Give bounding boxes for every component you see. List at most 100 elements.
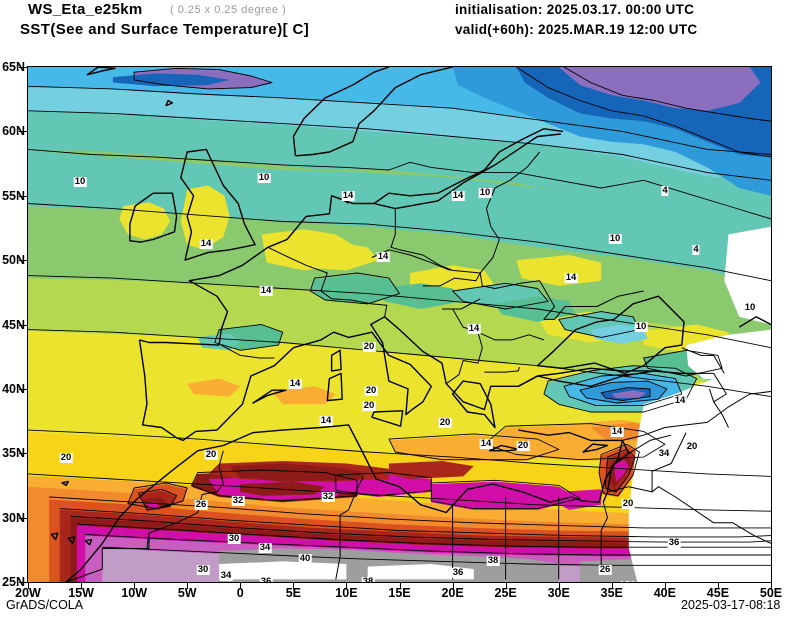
initialisation-time: initialisation: 2025.03.17. 00:00 UTC [455,2,695,17]
y-tick-label: 35N [2,446,25,461]
sst-plot-area: 10 10 14 14 14 14 10 4 10 4 10 10 14 14 20 14 20 20 14 20 14… [27,66,772,583]
contour-label: 4 [661,185,669,196]
contour-label: 34 [657,448,671,459]
contour-label: 32 [231,495,245,506]
algeria-34b [240,481,326,496]
contour-label: 14 [259,285,273,296]
temperature-bands [28,67,771,582]
contour-line [133,67,273,90]
contour-label: 14 [610,426,624,437]
contour-label: 34 [219,570,233,581]
x-tick-mark [134,583,136,589]
coastline [536,295,685,375]
x-tick-mark [452,583,454,589]
y-tick-label: 40N [2,381,25,396]
x-tick-label: 5W [177,586,197,600]
contour-label: 4 [692,244,700,255]
coastline [738,316,771,328]
coastline [451,380,496,429]
levant-36 [613,459,629,482]
coastline [65,499,137,582]
contour-label: 20 [204,449,218,460]
country-border [713,401,729,428]
contour-label: 14 [479,438,493,449]
contour-label: 34 [258,542,272,553]
x-tick-label: 0 [236,586,244,600]
x-tick-label: 45E [706,586,730,600]
contour-line [579,380,668,404]
coastline [50,532,59,541]
contour-line [28,203,771,282]
contour-label: 32 [321,491,335,502]
x-tick-label: 35E [600,586,623,600]
country-border [422,272,481,287]
contour-line [600,387,651,401]
country-border [267,246,388,317]
contour-label: 10 [634,321,648,332]
y-tick-mark [19,131,27,133]
patch-26-tyrrh [272,386,336,405]
contour-label: 10 [608,233,622,244]
y-tick-label: 60N [2,124,25,139]
country-border [479,151,540,274]
coastline-overlay [50,67,771,582]
valid-time: valid(+60h): 2025.MAR.19 12:00 UTC [455,22,698,37]
contour-label: 14 [673,395,687,406]
country-border [600,502,608,575]
contour-line [127,482,188,510]
contour-label: 10 [257,172,271,183]
contour-label: 36 [667,537,681,548]
contour-line [85,533,771,556]
contour-label: 30 [196,564,210,575]
contour-line [137,488,178,511]
contour-line [76,523,771,548]
patch-4-scandinavia [112,73,230,87]
contour-label: 14 [288,378,302,389]
coastline [330,349,342,372]
contour-line [28,110,771,181]
y-tick-label: 45N [2,317,25,332]
x-tick-label: 20W [15,586,41,600]
contour-label: 20 [621,498,635,509]
coastline [371,410,404,427]
contour-label: 14 [376,251,390,262]
coastline [373,128,564,205]
nodata-caspian-e [686,329,771,382]
patch-14-carpath [378,283,464,309]
contour-label: 20 [362,341,376,352]
contour-label: 26 [598,564,612,575]
x-tick-mark [611,583,613,589]
y-tick-label: 50N [2,253,25,268]
y-tick-mark [19,453,27,455]
x-tick-mark [187,583,189,589]
contour-label: 20 [59,452,73,463]
pool-2-anatolia [611,390,646,398]
contour-label: 20 [364,385,378,396]
country-border [484,366,520,373]
country-border [335,476,364,580]
country-border [651,432,687,492]
contour-label: 14 [564,272,578,283]
contour-label: 14 [319,415,333,426]
x-tick-mark [399,583,401,589]
contour-label: 36 [259,577,273,582]
contour-label: 30 [227,533,241,544]
patch-20-germany [293,242,379,271]
contour-line [28,85,771,155]
x-tick-label: 40E [653,586,676,600]
x-tick-mark [664,583,666,589]
contour-label: 38 [486,555,500,566]
generation-timestamp: 2025-03-17-08:18 [681,598,781,612]
contour-label: 26 [194,499,208,510]
x-tick-mark [28,583,29,589]
y-tick-label: 25N [2,575,25,589]
contour-line [516,67,771,158]
country-border [628,434,672,454]
coastline [165,99,174,107]
contour-line [452,282,549,310]
coastline [67,536,76,545]
model-name: WS_Eta_e25km [28,1,143,18]
maghreb-34 [229,463,368,482]
y-tick-mark [19,517,27,519]
